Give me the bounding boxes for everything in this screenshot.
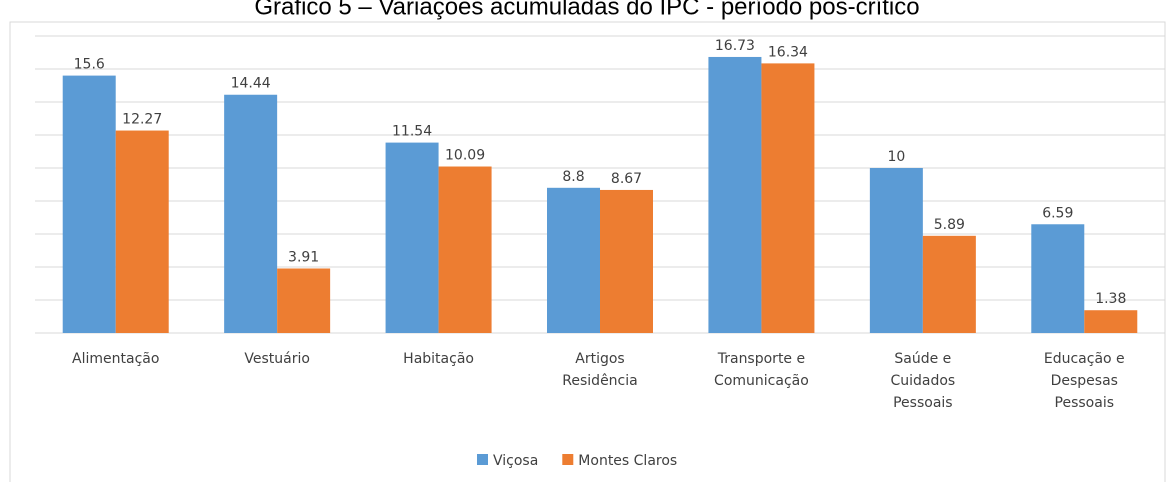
legend-label: Montes Claros: [578, 453, 677, 469]
x-tick-label: Artigos Residência: [562, 351, 637, 389]
x-tick-label: Habitação: [403, 351, 474, 367]
value-label: 5.89: [934, 217, 965, 233]
x-tick-label: Transporte e Comunicação: [714, 351, 809, 389]
value-label: 1.38: [1095, 291, 1126, 307]
value-label: 6.59: [1042, 205, 1073, 221]
bar: [922, 235, 976, 333]
bar: [600, 189, 653, 333]
legend-swatch: [477, 454, 488, 465]
x-tick-label: Alimentação: [72, 351, 159, 367]
bar: [385, 142, 439, 333]
bar: [547, 187, 600, 333]
bar: [62, 75, 116, 333]
value-label: 12.27: [122, 112, 162, 128]
value-label: 10.09: [445, 148, 485, 164]
bar: [115, 130, 169, 333]
value-label: 10: [887, 149, 905, 165]
bar: [1084, 310, 1138, 333]
x-tick-label: Vestuário: [244, 351, 310, 367]
value-label: 11.54: [392, 124, 432, 140]
x-tick-label: Saúde e Cuidados Pessoais: [890, 351, 955, 411]
value-label: 8.67: [611, 171, 642, 187]
value-label: 14.44: [231, 76, 271, 92]
bar: [869, 168, 923, 333]
value-label: 8.8: [562, 169, 584, 185]
value-label: 16.73: [715, 38, 755, 54]
bar: [438, 166, 492, 333]
bar: [277, 268, 331, 333]
bar: [708, 56, 762, 334]
value-label: 3.91: [288, 249, 319, 265]
legend-swatch: [562, 454, 574, 465]
bar: [1031, 224, 1085, 333]
legend-label: Viçosa: [493, 453, 538, 469]
chart-title: Gráfico 5 – Variações acumuladas do IPC …: [254, 0, 919, 20]
value-label: 16.34: [768, 44, 808, 60]
x-tick-label: Educação e Despesas Pessoais: [1044, 351, 1125, 411]
bar: [761, 63, 815, 333]
bar: [224, 94, 278, 334]
value-label: 15.6: [74, 57, 105, 73]
